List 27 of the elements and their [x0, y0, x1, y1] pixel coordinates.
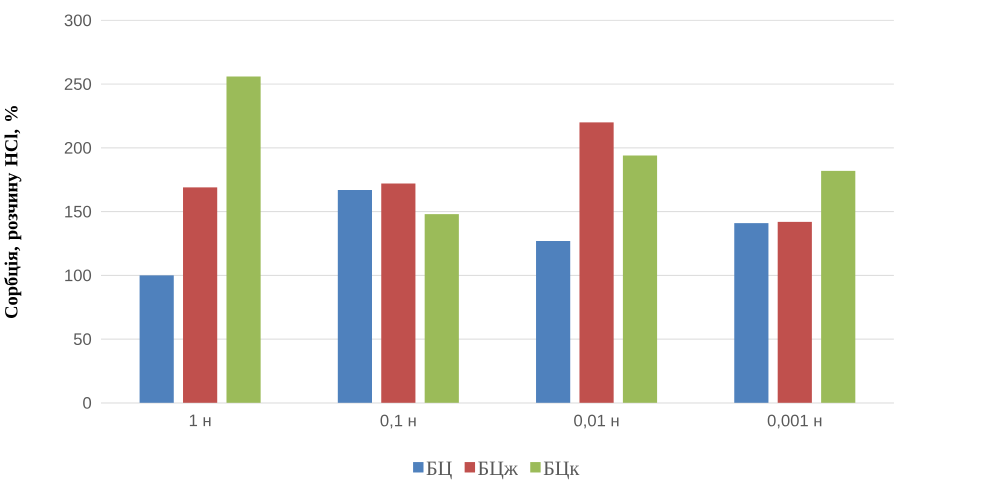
bar [338, 190, 372, 404]
bar [778, 222, 812, 404]
y-tick-label: 150 [65, 206, 92, 218]
y-tick-label: 300 [64, 14, 92, 26]
bar [140, 276, 174, 404]
y-tick-label: 100 [65, 270, 92, 282]
x-tick-label: 1 н [190, 414, 210, 426]
legend-label: БЦк [544, 462, 580, 480]
y-axis-title: Сорбція, розчину HCl, % [4, 106, 22, 318]
bar [821, 171, 856, 404]
bar [734, 223, 768, 404]
x-tick-label: 0,1 н [380, 414, 416, 429]
y-tick-label: 50 [74, 333, 92, 346]
bar [381, 184, 416, 404]
y-tick-label: 0 [83, 397, 92, 409]
legend-label: БЦ [426, 462, 452, 480]
y-tick-label: 200 [64, 142, 92, 154]
bar [226, 76, 261, 404]
bar [424, 214, 459, 404]
bar [183, 188, 218, 404]
x-tick-label: 0,01 н [574, 414, 618, 429]
bar [622, 156, 658, 404]
x-tick-label: 0,001 н [768, 414, 822, 429]
bar [579, 122, 614, 404]
legend-label: БЦж [478, 462, 518, 480]
y-tick-label: 250 [64, 78, 92, 90]
bar [536, 241, 570, 404]
